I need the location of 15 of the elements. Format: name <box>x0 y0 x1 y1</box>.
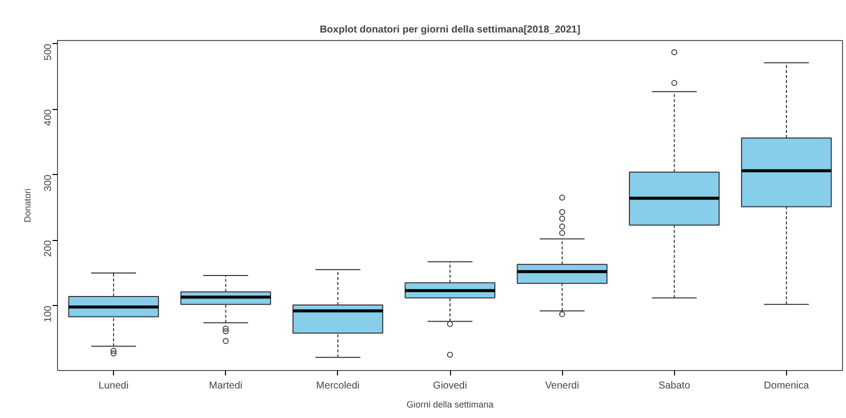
x-tick-label: Martedi <box>209 380 242 392</box>
x-tick-label: Mercoledi <box>316 380 360 392</box>
x-tick-label: Domenica <box>764 380 810 392</box>
chart-title: Boxplot donatori per giorni della settimana[2018_2021] <box>320 24 580 36</box>
y-axis-title: Donatori <box>22 188 32 223</box>
x-tick-label: Venerdi <box>545 380 580 392</box>
x-axis-title: Giorni della settimana <box>406 400 494 410</box>
x-tick-label: Sabato <box>658 380 691 392</box>
x-tick-label: Lunedi <box>98 380 129 392</box>
x-tick-label: Giovedi <box>433 380 467 392</box>
y-tick-label: 200 <box>43 240 54 257</box>
y-tick-label: 400 <box>43 108 54 126</box>
y-tick-label: 300 <box>43 174 54 192</box>
y-tick-label: 100 <box>43 305 54 322</box>
y-tick-label: 500 <box>43 43 54 60</box>
